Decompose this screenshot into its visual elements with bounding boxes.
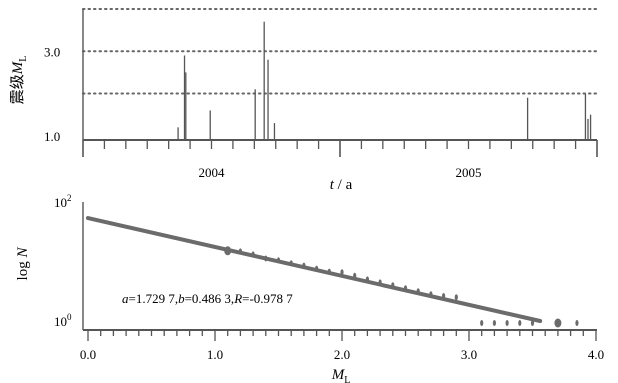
bottom-x-ticks: 0.0 1.0 2.0 3.0 4.0	[80, 330, 604, 362]
top-y-tick-label: 1.0	[44, 129, 60, 144]
top-y-tick-labels: 1.0 3.0	[44, 44, 60, 144]
year-label: 2004	[199, 165, 226, 180]
data-point-8	[327, 268, 331, 275]
data-point-10	[353, 272, 357, 279]
data-point-25	[575, 320, 579, 326]
data-point-6	[302, 262, 306, 269]
bottom-x-tick-label: 1.0	[207, 347, 223, 362]
data-point-17	[442, 293, 446, 300]
bottom-x-tick-label: 4.0	[588, 347, 604, 362]
bottom-y-tick-labels: 102 100	[54, 193, 72, 329]
fit-parameters-annotation: a=1.729 7,b=0.486 3,R=-0.978 7	[122, 291, 293, 306]
gutenberg-richter-panel: 0.0 1.0 2.0 3.0 4.0 102 100 a=1.729 7,b=0.486…	[15, 193, 604, 383]
data-point-23	[530, 320, 535, 326]
data-point-11	[365, 276, 369, 283]
bottom-y-tick-label: 102	[54, 193, 72, 210]
bottom-y-axis-title: log N	[15, 247, 31, 281]
data-point-24	[554, 318, 562, 328]
data-point-22	[518, 320, 522, 326]
data-point-1	[238, 248, 242, 255]
data-point-14	[403, 285, 408, 292]
bottom-x-tick-label: 2.0	[334, 347, 350, 362]
regression-line	[86, 216, 543, 323]
bottom-x-axis-title: ML	[331, 367, 351, 383]
scatter-points	[224, 246, 579, 328]
data-point-2	[251, 251, 255, 258]
top-y-tick-label: 3.0	[44, 44, 60, 59]
data-point-16	[429, 291, 433, 298]
data-point-15	[416, 288, 420, 295]
year-labels: 2004 2005	[199, 165, 482, 180]
bottom-y-tick-label: 100	[54, 312, 72, 329]
data-point-3	[264, 255, 268, 262]
bottom-x-tick-label: 3.0	[461, 347, 477, 362]
data-point-7	[315, 265, 319, 272]
top-y-axis-title: 震级ML	[9, 56, 29, 105]
data-point-5	[289, 260, 293, 267]
data-point-0	[224, 246, 232, 256]
data-point-20	[492, 320, 496, 326]
data-point-19	[480, 320, 484, 326]
magnitude-time-panel: 1.0 3.0 2004 2005 震级ML t / a	[9, 8, 598, 193]
data-point-12	[378, 279, 382, 286]
data-point-4	[276, 257, 281, 264]
top-x-ticks	[82, 140, 598, 157]
top-gridlines	[82, 8, 598, 95]
data-point-21	[505, 320, 509, 326]
year-label: 2005	[456, 165, 482, 180]
top-x-axis-title: t / a	[330, 177, 353, 193]
data-point-13	[391, 282, 395, 289]
magnitude-spikes	[177, 21, 592, 140]
data-point-18	[454, 294, 458, 301]
bottom-x-tick-label: 0.0	[80, 347, 96, 362]
data-point-9	[340, 269, 344, 276]
